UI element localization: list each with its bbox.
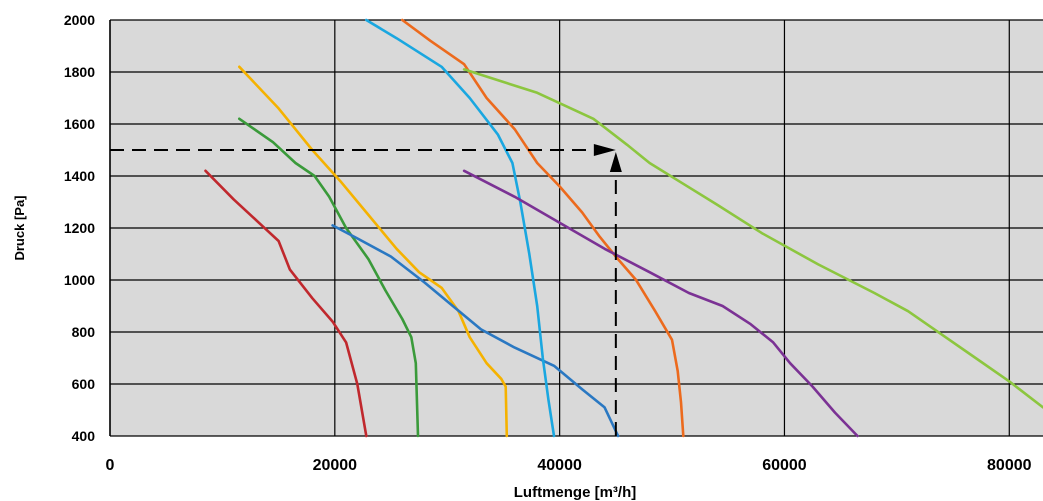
y-tick-label: 1000 — [64, 272, 95, 288]
series-line-1 — [204, 169, 368, 438]
series-line-3 — [238, 65, 509, 438]
y-tick-label: 1200 — [64, 220, 95, 236]
x-tick-labels: 0 20000 40000 60000 80000 — [106, 457, 1032, 474]
x-tick-label: 80000 — [987, 457, 1032, 474]
y-tick-label: 1600 — [64, 116, 95, 132]
x-tick-label: 60000 — [762, 457, 807, 474]
y-tick-label: 1400 — [64, 168, 95, 184]
y-axis-title: Druck [Pa] — [12, 195, 27, 260]
series-line-6 — [401, 18, 685, 438]
y-tick-label: 2000 — [64, 12, 95, 28]
series-lines — [204, 18, 1043, 438]
series-line-2 — [238, 117, 420, 438]
operating-point-guide — [110, 144, 622, 436]
guide-arrowhead-up — [609, 152, 622, 172]
y-tick-label: 400 — [72, 428, 96, 444]
series-line-8 — [462, 68, 1043, 409]
x-axis-title: Luftmenge [m³/h] — [514, 484, 636, 501]
series-line-5 — [365, 18, 556, 438]
y-tick-labels: 400 600 800 1000 1200 1400 1600 1800 2000 — [64, 12, 95, 444]
y-tick-label: 800 — [72, 324, 96, 340]
series-line-7 — [462, 169, 859, 438]
y-tick-label: 1800 — [64, 64, 95, 80]
x-tick-label: 40000 — [537, 457, 582, 474]
series-line-4 — [331, 224, 620, 438]
x-tick-label: 0 — [106, 457, 115, 474]
guide-arrowhead-right — [593, 144, 616, 156]
x-tick-label: 20000 — [313, 457, 358, 474]
y-tick-label: 600 — [72, 376, 96, 392]
